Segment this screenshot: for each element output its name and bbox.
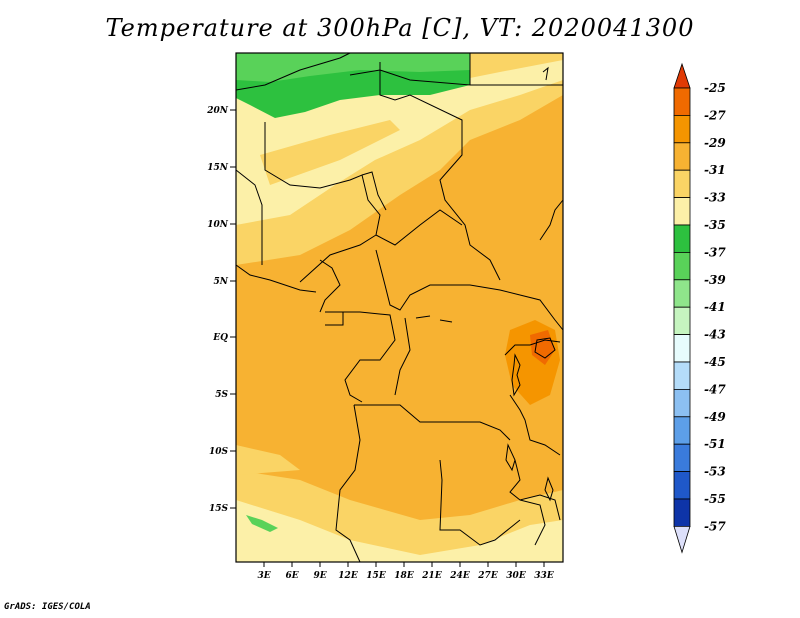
lat-label: 15N <box>207 163 229 173</box>
colorbar-swatch <box>673 443 691 473</box>
lon-label: 21E <box>421 571 442 581</box>
lon-label: 12E <box>338 571 358 581</box>
colorbar-swatch <box>673 87 691 116</box>
temperature-field <box>236 53 563 562</box>
colorbar-label: -49 <box>704 410 726 424</box>
colorbar-swatch <box>673 334 691 363</box>
lon-label: 27E <box>477 571 498 581</box>
colorbar-bottom-arrow <box>673 526 691 554</box>
colorbar-label: -27 <box>704 108 726 122</box>
colorbar-label: -31 <box>704 163 726 177</box>
lat-label: 5N <box>214 277 229 287</box>
longitude-axis: 3E 6E 9E 12E 15E 18E 21E 24E 27E 30E 33E <box>257 562 554 581</box>
colorbar-label: -43 <box>704 328 726 342</box>
chart-title: Temperature at 300hPa [C], VT: 202004130… <box>105 14 695 42</box>
colorbar-label: -51 <box>704 437 726 451</box>
lat-label: 5S <box>215 390 228 400</box>
lon-label: 9E <box>313 571 326 581</box>
lon-label: 18E <box>394 571 414 581</box>
lon-label: 24E <box>449 571 470 581</box>
lakes <box>415 315 556 502</box>
colorbar-label: -45 <box>704 355 726 369</box>
country-borders <box>235 52 564 563</box>
latitude-axis: 20N 15N 10N 5N EQ 5S 10S 15S <box>206 106 236 514</box>
colorbar-label: -41 <box>704 300 726 314</box>
colorbar-swatch <box>673 224 691 253</box>
colorbar-label: -57 <box>704 519 726 533</box>
colorbar-swatch <box>673 197 691 226</box>
colorbar-label: -33 <box>704 191 726 205</box>
lat-label: EQ <box>212 333 228 343</box>
colorbar-swatch <box>673 115 691 144</box>
colorbar-swatch <box>673 471 691 500</box>
map-frame <box>235 52 564 563</box>
colorbar-label: -25 <box>704 81 726 95</box>
colorbar-swatch <box>673 169 691 198</box>
colorbar-label: -39 <box>704 273 726 287</box>
lat-label: 10N <box>207 220 229 230</box>
colorbar-swatch <box>673 416 691 445</box>
colorbar-swatch <box>673 279 691 308</box>
colorbar-swatch <box>673 388 691 418</box>
lat-label: 15S <box>209 504 229 514</box>
lon-label: 6E <box>285 571 298 581</box>
lon-label: 3E <box>257 571 270 581</box>
lat-label: 10S <box>209 447 229 457</box>
lon-label: 30E <box>506 571 526 581</box>
colorbar-label: -35 <box>704 218 726 232</box>
colorbar-swatch <box>673 361 691 390</box>
colorbar-label: -37 <box>704 245 726 259</box>
colorbar-label: -55 <box>704 492 726 506</box>
colorbar-label: -53 <box>704 465 726 479</box>
lon-label: 33E <box>534 571 554 581</box>
colorbar-swatch <box>673 498 691 527</box>
colorbar-label: -29 <box>704 136 726 150</box>
colorbar-top-arrow <box>673 62 691 89</box>
colorbar: -25 -27 -29 -31 -33 -35 -37 -39 -41 -43 -45 -47 -49 -… <box>673 62 726 554</box>
colorbar-swatch <box>673 306 691 336</box>
colorbar-swatch <box>673 142 691 171</box>
lon-label: 15E <box>366 571 386 581</box>
credit-label: GrADS: IGES/COLA <box>4 602 91 612</box>
lat-label: 20N <box>206 106 229 116</box>
colorbar-label: -47 <box>704 382 726 396</box>
colorbar-swatch <box>673 251 691 281</box>
